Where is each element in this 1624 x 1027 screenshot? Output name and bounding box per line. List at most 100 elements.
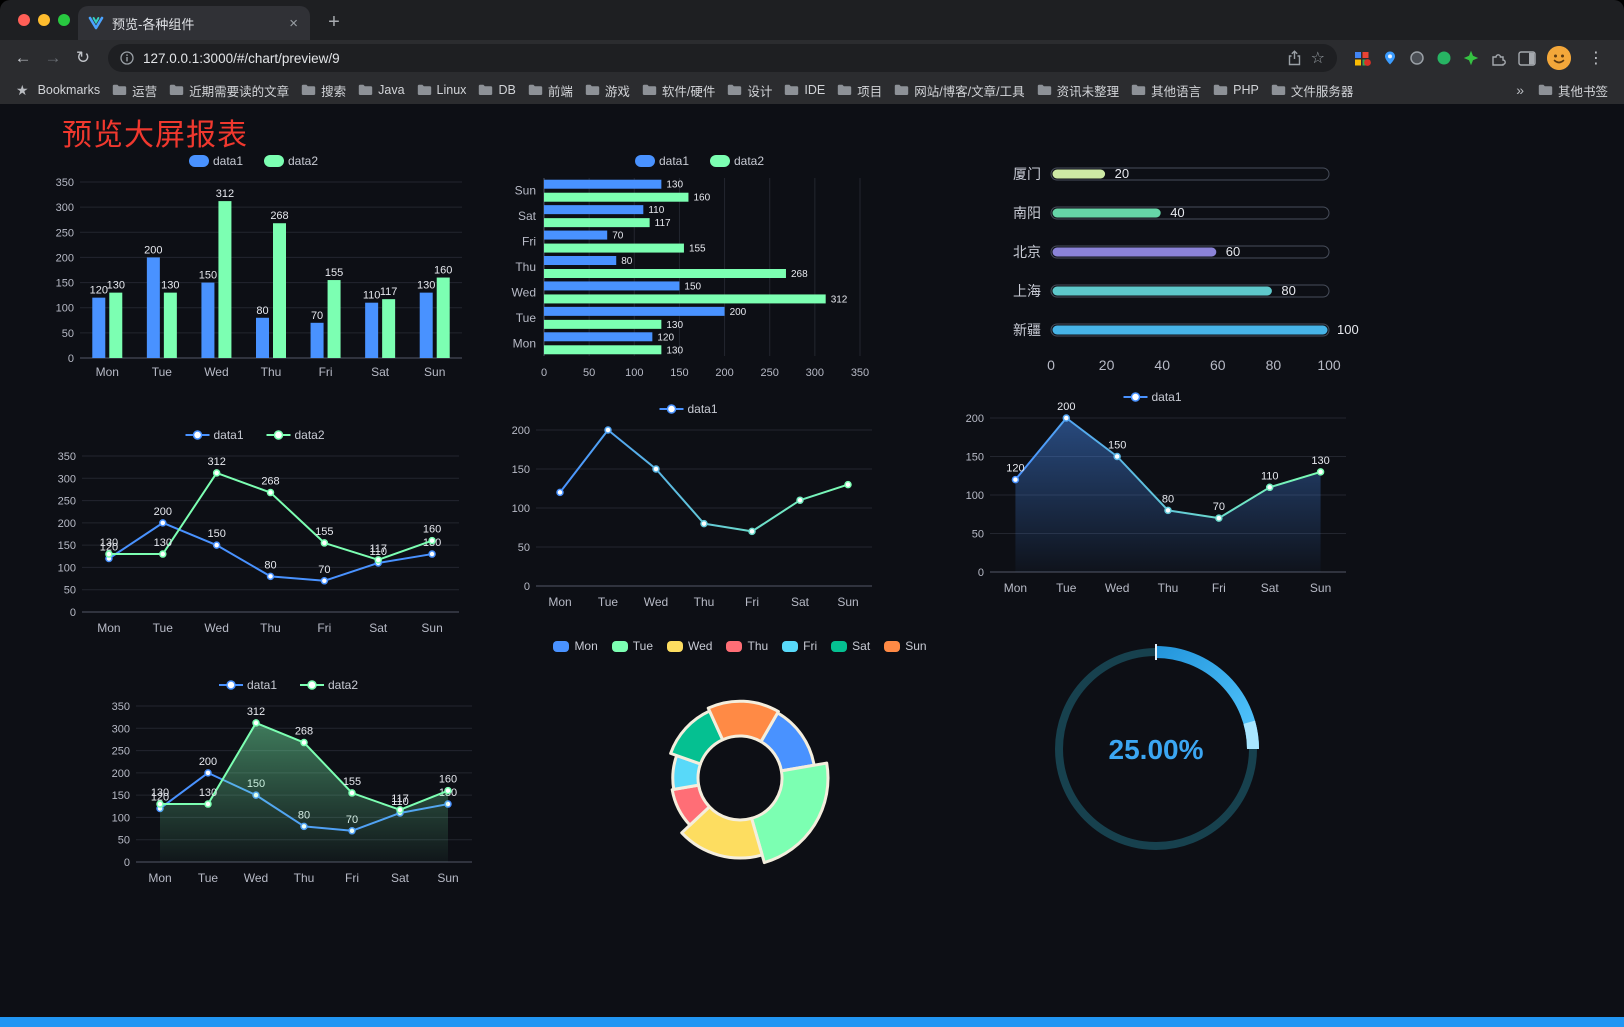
svg-text:Thu: Thu — [261, 365, 282, 379]
gauge-chart[interactable]: 25.00% — [1036, 629, 1276, 869]
bookmark-label: DB — [498, 83, 516, 97]
svg-text:Sat: Sat — [391, 871, 410, 885]
svg-text:200: 200 — [1057, 401, 1075, 413]
area-chart-two-series[interactable]: data1 data2 0 50 100 150 200 250 300 350 Mon Tue Wed… — [94, 672, 488, 890]
extensions-puzzle-icon[interactable] — [1490, 50, 1507, 67]
address-bar[interactable]: 127.0.0.1:3000/#/chart/preview/9 ☆ — [108, 44, 1337, 72]
folder-icon — [585, 84, 600, 95]
bookmark-label: Java — [378, 83, 405, 97]
extension-star-icon[interactable] — [1463, 50, 1479, 66]
window-zoom-button[interactable] — [58, 14, 70, 26]
folder-icon — [1131, 84, 1146, 95]
svg-text:130: 130 — [1311, 455, 1329, 467]
pie-legend-item[interactable]: Mon — [553, 639, 598, 653]
reload-icon[interactable]: ↻ — [75, 48, 91, 67]
svg-text:Wed: Wed — [204, 365, 228, 379]
pie-legend-item[interactable]: Fri — [782, 639, 817, 653]
bookmark-folder[interactable]: 游戏 — [579, 78, 636, 103]
window-close-button[interactable] — [18, 14, 30, 26]
svg-text:150: 150 — [684, 281, 701, 292]
line-chart-gradient[interactable]: data1 0 50 100 150 200 Mon Tue Wed Thu Fri Sat Sun — [494, 396, 888, 614]
svg-text:120: 120 — [151, 792, 169, 804]
other-bookmarks[interactable]: 其他书签 — [1532, 78, 1614, 103]
bookmark-folder[interactable]: IDE — [778, 80, 831, 100]
svg-text:80: 80 — [1162, 493, 1174, 505]
svg-text:100: 100 — [56, 303, 74, 315]
svg-text:250: 250 — [761, 367, 779, 379]
pie-legend-item[interactable]: Sun — [884, 639, 927, 653]
extension-grid-icon[interactable] — [1353, 49, 1371, 67]
bookmark-folder[interactable]: 软件/硬件 — [636, 78, 721, 103]
bookmarks-root[interactable]: ★ Bookmarks — [10, 79, 106, 102]
svg-text:130: 130 — [161, 280, 179, 292]
svg-text:312: 312 — [207, 456, 225, 468]
share-icon[interactable] — [1287, 50, 1302, 66]
bookmark-folder[interactable]: Linux — [411, 80, 473, 100]
svg-text:268: 268 — [261, 476, 279, 488]
svg-text:150: 150 — [56, 278, 74, 290]
forward-icon[interactable]: → — [44, 48, 62, 67]
rose-pie-chart[interactable]: Mon Tue Wed Thu Fri Sat Sun — [545, 634, 935, 934]
svg-text:0: 0 — [978, 567, 984, 579]
profile-avatar[interactable] — [1547, 46, 1571, 70]
area-chart-single[interactable]: data1 0 50 100 150 200 Mon Tue Wed Thu Fri Sat Sun 12… — [948, 384, 1362, 600]
pie-legend[interactable]: Mon Tue Wed Thu Fri Sat Sun — [545, 634, 935, 658]
bookmark-folder[interactable]: 其他语言 — [1125, 78, 1207, 103]
bookmark-folder[interactable]: 资讯未整理 — [1031, 78, 1126, 103]
folder-icon — [895, 84, 909, 95]
legend-marker — [611, 640, 628, 652]
svg-text:80: 80 — [256, 305, 268, 317]
svg-text:Wed: Wed — [644, 595, 668, 609]
svg-text:data1: data1 — [213, 154, 243, 168]
pie-legend-item[interactable]: Wed — [667, 639, 712, 653]
svg-text:北京: 北京 — [1013, 244, 1041, 260]
grouped-bar-chart[interactable]: data1 data2 0 50 100 150 200 250 300 350 Mon Tue Wed… — [40, 148, 470, 384]
bookmark-folder[interactable]: DB — [472, 80, 521, 100]
svg-text:Sat: Sat — [371, 365, 390, 379]
bookmarks-overflow-icon[interactable]: » — [1516, 82, 1524, 98]
browser-menu-icon[interactable]: ⋮ — [1588, 50, 1604, 67]
svg-text:100: 100 — [1337, 322, 1359, 337]
page-info-icon[interactable] — [120, 51, 134, 65]
back-icon[interactable]: ← — [14, 48, 32, 67]
bookmark-folder[interactable]: 文件服务器 — [1265, 78, 1360, 103]
extension-green-circle-icon[interactable] — [1436, 50, 1452, 66]
extension-circle-icon[interactable] — [1409, 50, 1425, 66]
progress-bar-chart[interactable]: 厦门 20 南阳 40 北京 60 上海 80 新疆 100 0 20 40 60 80 100 — [975, 156, 1375, 390]
window-minimize-button[interactable] — [38, 14, 50, 26]
bookmark-folder[interactable]: 前端 — [522, 78, 579, 103]
bookmark-folder[interactable]: PHP — [1207, 80, 1265, 100]
bookmark-folder[interactable]: Java — [352, 80, 410, 100]
browser-tab[interactable]: 预览-各种组件 × — [78, 6, 310, 40]
horizontal-bar-chart[interactable]: data1 data2 0 50 100 150 200 250 300 350 Sun 130 160… — [502, 148, 900, 384]
window-controls — [18, 14, 70, 26]
svg-text:312: 312 — [247, 706, 265, 718]
svg-text:50: 50 — [518, 542, 530, 554]
new-tab-button[interactable]: + — [328, 10, 340, 33]
svg-text:268: 268 — [295, 726, 313, 738]
bookmark-folder[interactable]: 设计 — [721, 78, 778, 103]
pie-legend-item[interactable]: Thu — [726, 639, 768, 653]
svg-text:200: 200 — [154, 506, 172, 518]
svg-text:150: 150 — [199, 270, 217, 282]
line-chart-two-series[interactable]: data1 data2 0 50 100 150 200 250 300 350 Mon Tue Wed… — [40, 422, 475, 640]
svg-text:70: 70 — [612, 231, 624, 242]
bookmark-folder[interactable]: 网站/博客/文章/工具 — [888, 78, 1030, 103]
svg-text:350: 350 — [56, 177, 74, 189]
bookmark-folder[interactable]: 运营 — [106, 78, 163, 103]
pie-legend-item[interactable]: Tue — [611, 639, 653, 653]
folder-icon — [1037, 84, 1051, 95]
bookmark-star-icon[interactable]: ☆ — [1310, 50, 1325, 67]
svg-text:155: 155 — [325, 267, 343, 279]
svg-text:0: 0 — [124, 857, 130, 869]
bookmark-folder[interactable]: 近期需要读的文章 — [163, 78, 295, 103]
svg-text:300: 300 — [112, 723, 130, 735]
bookmark-folder[interactable]: 项目 — [831, 78, 888, 103]
bookmark-folder[interactable]: 搜索 — [295, 78, 352, 103]
tab-close-icon[interactable]: × — [289, 14, 298, 32]
extension-pin-icon[interactable] — [1382, 50, 1398, 66]
sidebar-icon[interactable] — [1518, 50, 1536, 66]
svg-text:Sat: Sat — [791, 595, 810, 609]
pie-legend-item[interactable]: Sat — [831, 639, 870, 653]
svg-text:200: 200 — [58, 518, 76, 530]
